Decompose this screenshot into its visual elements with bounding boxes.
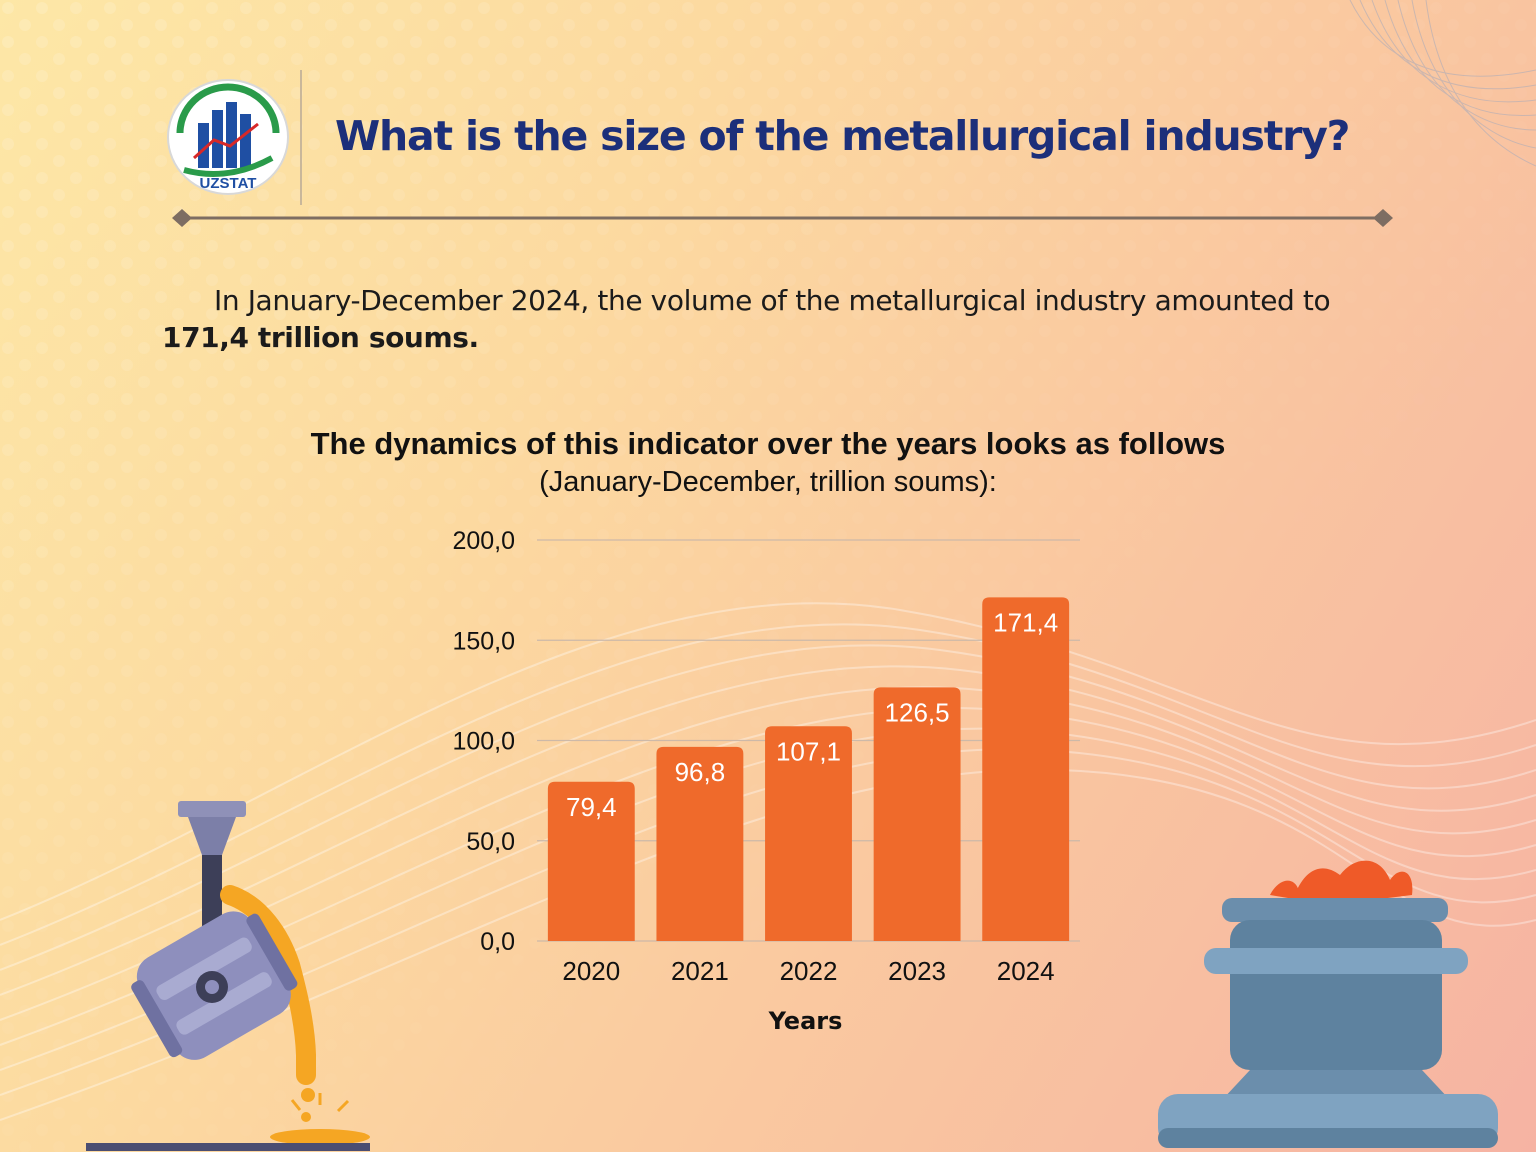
ladle-pouring-illustration	[86, 801, 370, 1151]
data-label-2023: 126,5	[885, 697, 950, 727]
y-tick-label: 50,0	[466, 828, 515, 856]
chart-subtitle: (January-December, trillion soums):	[539, 466, 997, 498]
svg-text:UZSTAT: UZSTAT	[200, 175, 257, 192]
x-tick-label: 2020	[562, 956, 620, 986]
data-label-2020: 79,4	[566, 792, 617, 822]
x-tick-label: 2021	[671, 956, 729, 986]
chart-title: The dynamics of this indicator over the …	[310, 426, 1226, 461]
page-title: What is the size of the metallurgical in…	[335, 112, 1350, 160]
y-tick-label: 200,0	[452, 527, 515, 555]
intro-paragraph: In January-December 2024, the volume of …	[162, 282, 1412, 356]
x-axis-title: Years	[768, 1007, 843, 1035]
bar-2024	[982, 597, 1070, 941]
y-tick-label: 100,0	[452, 728, 515, 756]
header-horizontal-divider	[172, 209, 1393, 227]
uzstat-logo: UZSTAT	[167, 79, 289, 195]
intro-highlight: 171,4 trillion soums.	[162, 321, 479, 354]
bar-chart: 0,0 50,0 100,0 150,0 200,0 79,4 2020 96,8 2021 10…	[452, 527, 1080, 1035]
data-label-2024: 171,4	[993, 607, 1058, 637]
bar-2020	[547, 781, 635, 941]
x-tick-label: 2023	[888, 956, 946, 986]
x-tick-label: 2022	[780, 956, 838, 986]
data-label-2022: 107,1	[776, 736, 841, 766]
header-vertical-divider	[300, 70, 302, 205]
bar-2021	[656, 746, 744, 941]
intro-text: In January-December 2024, the volume of …	[214, 284, 1331, 317]
bar-2023	[873, 687, 961, 941]
crucible-illustration	[1158, 860, 1498, 1148]
x-tick-label: 2024	[997, 956, 1055, 986]
y-tick-label: 150,0	[452, 627, 515, 655]
bar-2022	[765, 726, 852, 941]
y-tick-label: 0,0	[480, 928, 515, 956]
data-label-2021: 96,8	[675, 757, 726, 787]
